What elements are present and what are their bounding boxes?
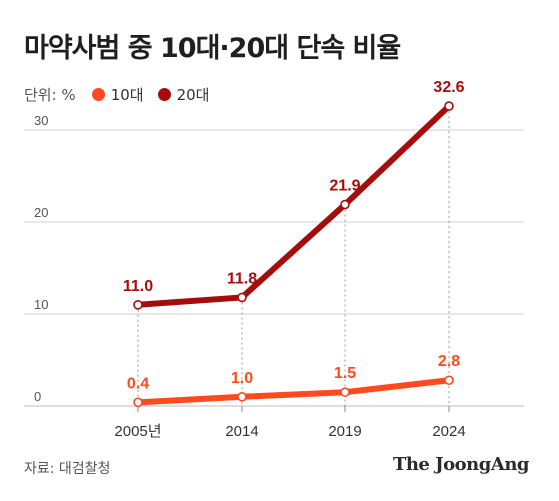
- data-label: 11.8: [227, 270, 257, 287]
- x-tick-label: 2024: [432, 423, 465, 440]
- y-tick-label: 10: [34, 297, 48, 312]
- y-tick-label: 0: [34, 389, 41, 404]
- data-label: 1.0: [231, 370, 253, 387]
- y-tick-label: 20: [34, 205, 48, 220]
- data-label: 1.5: [334, 365, 356, 382]
- data-point: [237, 391, 247, 402]
- data-point: [444, 375, 454, 386]
- x-tick-label: 2005년: [114, 423, 161, 440]
- data-point: [237, 292, 247, 303]
- y-tick-label: 30: [34, 113, 48, 128]
- data-point: [133, 397, 143, 408]
- x-tick-label: 2019: [328, 423, 361, 440]
- legend-swatch-teen: [91, 88, 105, 101]
- data-label: 32.6: [433, 79, 464, 96]
- data-label: 21.9: [329, 178, 360, 195]
- data-label: 0.4: [127, 375, 149, 392]
- legend: 단위: % 10대 20대: [24, 84, 223, 105]
- data-label: 11.0: [123, 278, 153, 295]
- data-point: [133, 299, 143, 310]
- unit-label: 단위: %: [24, 86, 76, 104]
- legend-swatch-twenties: [157, 88, 171, 101]
- brand-logo: The JoongAng: [392, 454, 530, 475]
- data-label: 2.8: [438, 353, 460, 370]
- data-point: [340, 199, 350, 210]
- data-point: [340, 387, 350, 398]
- legend-item-twenties: 20대: [157, 84, 210, 105]
- chart-title: 마약사범 중 10대·20대 단속 비율: [24, 33, 401, 64]
- source-note: 자료: 대검찰청: [24, 461, 111, 477]
- legend-label-twenties: 20대: [176, 86, 210, 104]
- legend-item-teen: 10대: [91, 84, 144, 105]
- x-tick-label: 2014: [225, 423, 258, 440]
- series-line-twenties: [135, 103, 452, 308]
- data-point: [444, 101, 454, 111]
- legend-label-teen: 10대: [110, 86, 144, 104]
- series-line-teen: [135, 377, 452, 406]
